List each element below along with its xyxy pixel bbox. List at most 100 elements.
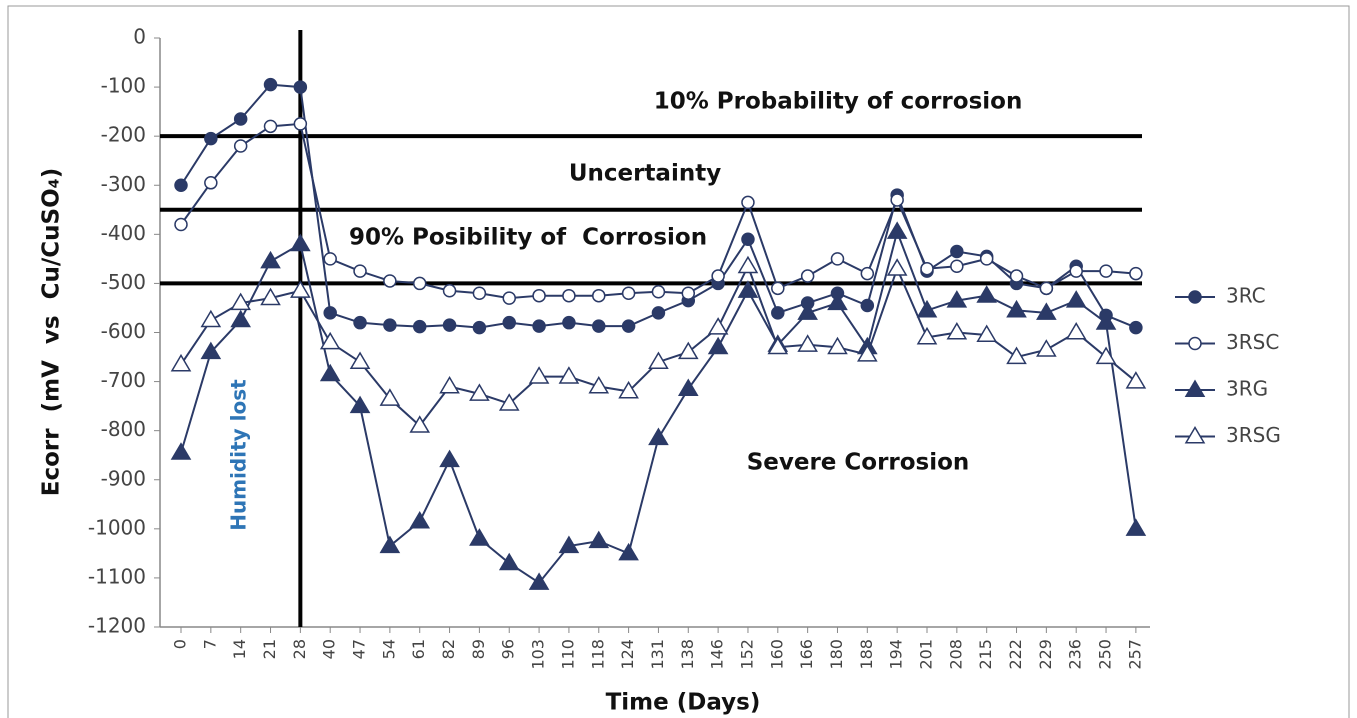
y-tick-label: -700 — [101, 368, 146, 392]
x-axis-title: Time (Days) — [606, 690, 761, 716]
data-point — [979, 252, 994, 266]
data-point — [707, 336, 729, 355]
x-tick-label: 188 — [857, 639, 876, 670]
data-point — [1009, 269, 1024, 283]
legend-marker — [1184, 426, 1206, 444]
data-point — [860, 298, 875, 313]
data-point — [1125, 518, 1147, 536]
data-point — [618, 380, 639, 399]
data-point — [677, 341, 699, 360]
x-tick-label: 180 — [827, 639, 846, 670]
data-point — [916, 326, 938, 345]
data-point — [1006, 346, 1027, 365]
data-point — [648, 427, 669, 446]
data-point — [830, 252, 845, 266]
y-tick-label: -300 — [101, 172, 146, 196]
data-point — [950, 244, 964, 259]
data-point — [379, 388, 401, 406]
y-tick-label: -900 — [101, 466, 146, 490]
data-point — [233, 112, 248, 126]
x-tick-label: 250 — [1096, 639, 1115, 670]
data-point — [293, 80, 308, 94]
legend-marker — [1184, 379, 1206, 398]
data-point — [260, 287, 281, 306]
y-tick-label: -800 — [101, 417, 146, 441]
data-point — [263, 77, 278, 92]
data-point — [741, 195, 755, 210]
data-point — [230, 292, 251, 311]
x-tick-label: 47 — [350, 639, 369, 659]
x-tick-label: 236 — [1066, 639, 1085, 670]
y-tick-label: -1200 — [88, 614, 146, 638]
x-tick-label: 229 — [1036, 639, 1055, 670]
data-point — [621, 319, 636, 333]
data-point — [439, 376, 460, 394]
data-point — [1065, 290, 1087, 308]
data-point — [409, 510, 431, 529]
data-point — [827, 336, 848, 355]
data-point — [857, 344, 878, 362]
annotation: Severe Corrosion — [747, 450, 970, 476]
data-point — [737, 255, 759, 274]
data-point — [230, 309, 251, 328]
data-point — [558, 366, 580, 384]
y-tick-label: -1100 — [88, 564, 146, 588]
data-point — [677, 378, 699, 396]
data-point — [976, 324, 997, 343]
data-point — [1036, 302, 1057, 320]
data-point — [528, 572, 550, 590]
data-point — [469, 383, 490, 401]
data-point — [1036, 339, 1057, 357]
data-point — [1039, 281, 1054, 296]
data-point — [558, 535, 580, 554]
x-tick-label: 131 — [648, 639, 667, 670]
x-tick-label: 152 — [737, 639, 756, 670]
data-point — [648, 351, 669, 369]
data-point — [976, 285, 997, 303]
x-tick-label: 166 — [797, 639, 816, 670]
data-point — [204, 131, 218, 146]
data-point — [170, 442, 192, 460]
data-point — [916, 299, 938, 318]
y-tick-label: -1000 — [88, 515, 146, 539]
data-point — [588, 376, 610, 394]
data-point — [502, 291, 516, 305]
data-point — [174, 178, 188, 192]
data-point — [442, 318, 457, 332]
x-tick-label: 118 — [588, 639, 607, 670]
legend-marker — [1188, 290, 1202, 304]
data-point — [412, 319, 427, 334]
x-tick-label: 103 — [529, 639, 548, 670]
legend-label: 3RG — [1226, 377, 1268, 401]
legend-label: 3RSG — [1226, 423, 1281, 447]
data-point — [1129, 320, 1143, 335]
data-point — [707, 317, 729, 335]
data-point — [860, 266, 875, 281]
y-tick-label: 0 — [133, 25, 146, 49]
x-tick-label: 7 — [200, 639, 219, 649]
legend-label: 3RSC — [1226, 330, 1279, 354]
data-point — [797, 302, 818, 320]
data-point — [771, 281, 785, 296]
data-point — [323, 252, 337, 266]
data-point — [353, 264, 367, 278]
data-point — [293, 117, 308, 131]
annotation: Uncertainty — [569, 161, 721, 187]
data-point — [233, 139, 248, 153]
y-tick-label: -100 — [101, 74, 146, 98]
data-point — [711, 269, 725, 283]
data-point — [681, 286, 696, 300]
data-point — [737, 280, 759, 298]
data-point — [800, 269, 815, 283]
annotation: 10% Probability of corrosion — [654, 89, 1023, 115]
data-point — [469, 528, 490, 546]
data-point — [651, 285, 666, 299]
data-point — [1069, 264, 1083, 278]
data-point — [383, 318, 397, 332]
data-point — [741, 232, 755, 246]
data-point — [439, 449, 460, 468]
data-point — [349, 395, 371, 414]
data-point — [532, 288, 546, 303]
data-point — [319, 331, 341, 350]
y-tick-label: -600 — [101, 319, 146, 343]
